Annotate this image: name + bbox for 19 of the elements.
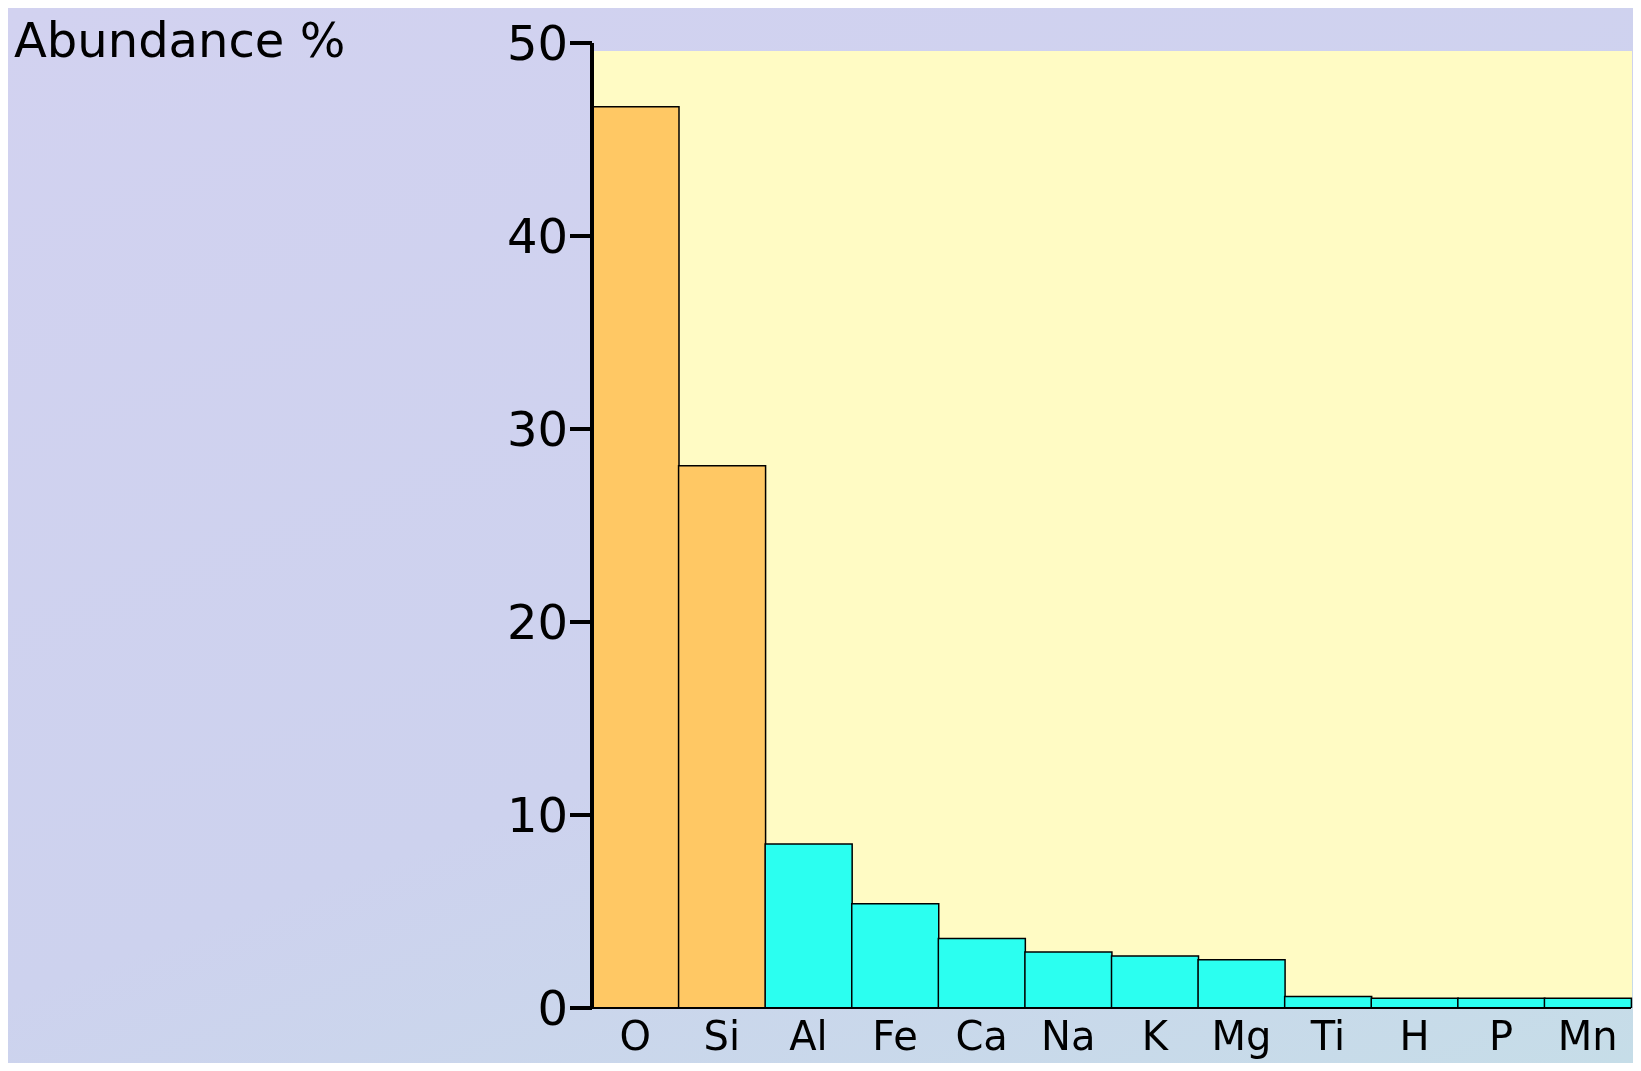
x-tick-label: Mg <box>1211 1013 1272 1060</box>
y-tick-label: 50 <box>506 15 568 72</box>
y-tick-label: 10 <box>506 787 568 844</box>
y-axis-title: Abundance % <box>14 12 346 68</box>
x-tick-label: Ti <box>1309 1013 1346 1060</box>
y-tick-label: 0 <box>537 980 568 1037</box>
x-tick-label: Na <box>1040 1013 1096 1060</box>
x-tick-label: Fe <box>872 1013 918 1060</box>
x-tick-label: P <box>1489 1013 1514 1060</box>
x-tick-label: O <box>619 1013 652 1060</box>
x-tick-label: Mn <box>1557 1013 1618 1060</box>
x-tick-label: Si <box>703 1013 741 1060</box>
x-tick-label: H <box>1399 1013 1430 1060</box>
y-tick-label: 20 <box>506 594 568 651</box>
y-tick-label: 40 <box>506 208 568 265</box>
y-tick-label: 30 <box>506 401 568 458</box>
x-tick-label: K <box>1141 1013 1170 1060</box>
x-tick-label: Al <box>789 1013 828 1060</box>
x-tick-label: Ca <box>955 1013 1008 1060</box>
